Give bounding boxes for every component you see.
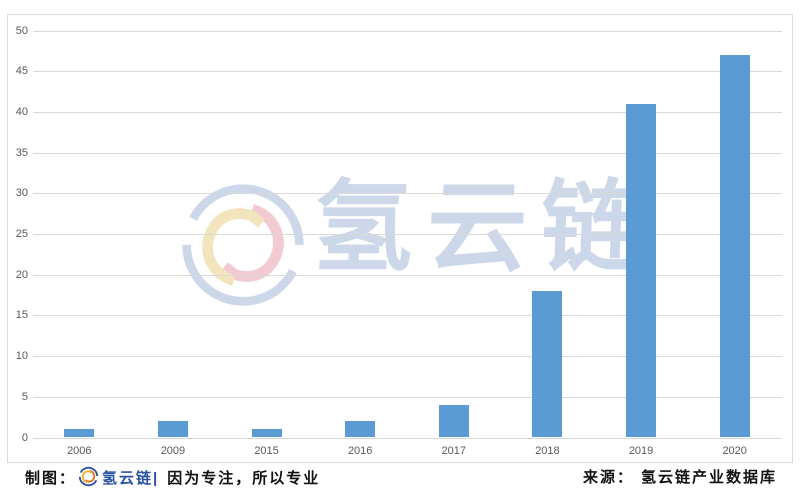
watermark: 氢云链 [8, 15, 792, 462]
y-tick-label-45: 45 [15, 65, 28, 78]
y-tick-label-25: 25 [15, 228, 28, 240]
bar-2016 [345, 421, 376, 438]
x-tick-label-2017: 2017 [441, 445, 467, 457]
y-tick-label-0: 0 [21, 431, 28, 444]
footer-credit: 制图： 氢云链| 因为专注，所以专业 [25, 466, 320, 490]
y-tick-label-50: 50 [15, 24, 28, 37]
brand-logo-icon [78, 466, 99, 487]
bar-2017 [438, 404, 469, 438]
gridline-y-10 [32, 356, 782, 358]
watermark-brand-logo-icon [182, 184, 304, 306]
gridline-y-35 [32, 152, 782, 154]
x-tick-label-2009: 2009 [160, 445, 186, 457]
gridline-y-40 [32, 111, 782, 113]
bars-layer [8, 15, 792, 462]
y-tick-label-15: 15 [15, 309, 28, 322]
axis-layer: 0 5 10 15 20 25 30 35 40 45 50 2006 2009 2015 2016 2017… [8, 15, 792, 462]
x-tick-label-2019: 2019 [628, 445, 654, 457]
y-tick-label-5: 5 [21, 390, 28, 403]
y-tick-label-20: 20 [15, 268, 28, 281]
gridline-y-20 [32, 274, 782, 276]
gridline-y-30 [32, 193, 782, 195]
bar-2019 [626, 103, 657, 438]
chart-frame: 氢云链 0 5 10 15 20 25 30 35 40 45 50 2006 2009 2015 2016… [7, 14, 793, 463]
bar-2009 [157, 421, 188, 438]
footer-source: 来源： 氢云链产业数据库 [583, 466, 777, 490]
y-tick-label-10: 10 [15, 350, 28, 363]
gridline-y-45 [32, 71, 782, 73]
footer-brand: 氢云链 [102, 470, 154, 487]
credit-label: 制图： [25, 470, 77, 487]
source-name: 氢云链产业数据库 [640, 469, 777, 486]
footer-slogan: 因为专注，所以专业 [167, 470, 321, 487]
x-tick-label-2018: 2018 [535, 445, 560, 457]
y-tick-label-30: 30 [15, 187, 28, 200]
gridline-y-25 [32, 234, 782, 235]
x-tick-label-2015: 2015 [254, 445, 279, 457]
x-tick-label-2020: 2020 [722, 445, 747, 457]
y-tick-label-40: 40 [15, 105, 28, 118]
footer-separator: | [153, 470, 160, 487]
x-tick-label-2006: 2006 [67, 445, 92, 457]
source-label: 来源： [582, 469, 634, 486]
bar-2020 [719, 54, 750, 438]
gridline-y-15 [32, 315, 782, 317]
bar-2015 [251, 429, 282, 438]
gridline-y-50 [32, 30, 782, 32]
grid-layer [8, 15, 792, 462]
x-tick-label-2016: 2016 [347, 445, 373, 457]
gridline-y-5 [32, 396, 782, 398]
bar-2006 [64, 429, 95, 438]
y-tick-label-35: 35 [15, 146, 28, 159]
gridline-y-0 [32, 437, 782, 439]
bar-2018 [532, 290, 563, 438]
